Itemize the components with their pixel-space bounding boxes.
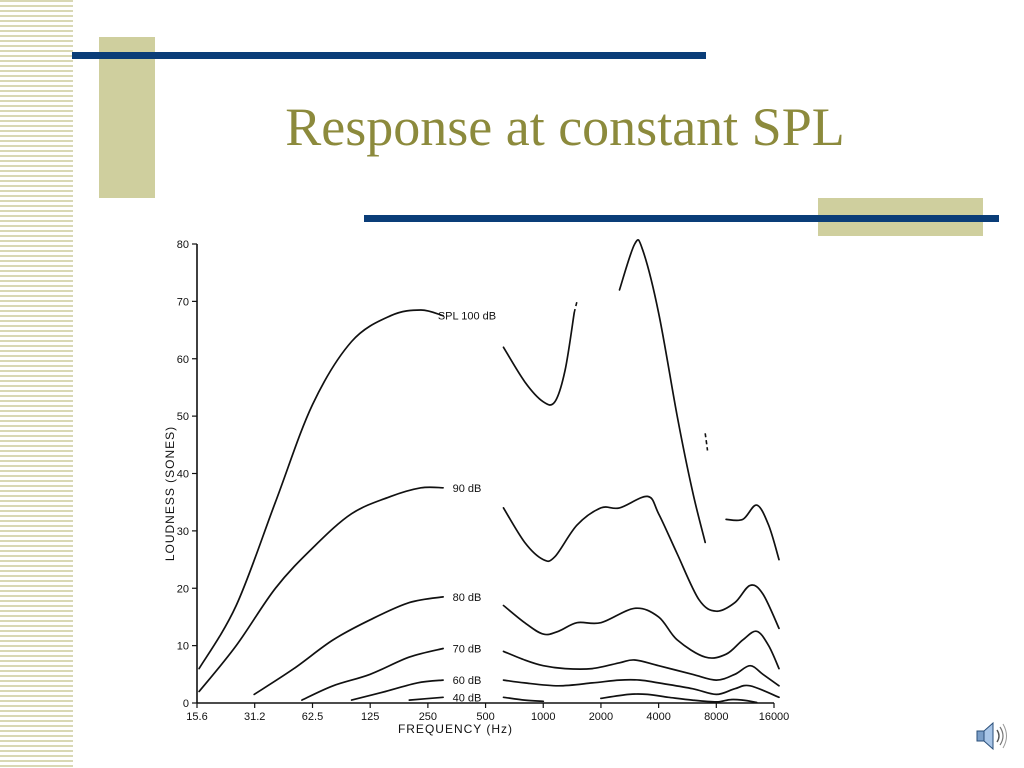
y-tick-label: 30 (177, 526, 189, 538)
series-line (350, 679, 444, 701)
series-line (725, 504, 780, 561)
decorative-stripes (0, 0, 73, 768)
top-rule (72, 52, 706, 59)
series-line (502, 650, 780, 687)
chart-labels: SPL 100 dB 90 dB 80 dB 70 dB 60 dB 40 dB (438, 311, 496, 705)
x-tick-label: 125 (361, 711, 379, 723)
y-tick-label: 20 (177, 583, 189, 595)
series-line (600, 693, 758, 704)
x-axis-title: FREQUENCY (Hz) (398, 722, 513, 736)
series-line (502, 604, 780, 670)
y-tick-label: 40 (177, 469, 189, 481)
y-tick-label: 0 (183, 698, 189, 710)
x-tick-label: 62.5 (302, 711, 323, 723)
y-tick-label: 70 (177, 296, 189, 308)
accent-block-left (99, 37, 155, 198)
series-label: 70 dB (453, 643, 482, 655)
y-tick-label: 60 (177, 354, 189, 366)
series-line (502, 495, 780, 630)
series-label: 60 dB (453, 675, 482, 687)
x-tick-label: 500 (476, 711, 494, 723)
x-tick-label: 8000 (704, 711, 728, 723)
y-tick-label: 50 (177, 411, 189, 423)
x-tick-label: 1000 (531, 711, 555, 723)
y-axis-title: LOUDNESS (SONES) (163, 426, 177, 561)
loudness-chart: 0 10 20 30 40 50 60 70 80 15.6 31.2 62.5 125 250 500 10… (163, 239, 789, 736)
x-tick-label: 15.6 (186, 711, 207, 723)
slide-title: Response at constant SPL (285, 97, 845, 157)
series-line (253, 596, 444, 696)
series-line (618, 239, 707, 544)
series-label: SPL 100 dB (438, 311, 496, 323)
y-tick-label: 80 (177, 239, 189, 251)
series-line-dashed (704, 433, 709, 451)
x-tick-label: 16000 (759, 711, 790, 723)
series-line (502, 678, 780, 699)
series-line (502, 696, 545, 703)
series-line (502, 312, 576, 406)
middle-rule (364, 215, 999, 222)
series-line-dashed (573, 301, 578, 314)
chart-series (198, 239, 780, 704)
x-tick-label: 250 (419, 711, 437, 723)
chart-axes: 0 10 20 30 40 50 60 70 80 15.6 31.2 62.5 125 250 500 10… (163, 239, 789, 736)
series-label: 80 dB (453, 592, 482, 604)
series-label: 90 dB (453, 483, 482, 495)
x-tick-label: 2000 (589, 711, 613, 723)
series-line (408, 696, 444, 701)
series-line (198, 309, 444, 670)
series-label: 40 dB (453, 692, 482, 704)
y-tick-label: 10 (177, 641, 189, 653)
series-line (301, 647, 444, 701)
series-line (198, 486, 444, 693)
x-tick-label: 31.2 (244, 711, 265, 723)
speaker-icon[interactable] (974, 718, 1010, 754)
x-tick-label: 4000 (646, 711, 670, 723)
